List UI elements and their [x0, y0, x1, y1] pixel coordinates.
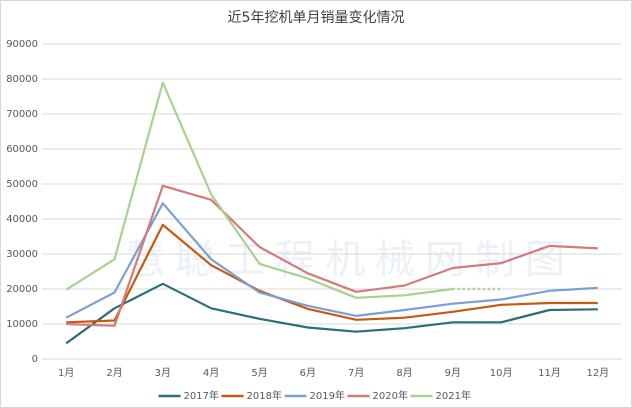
x-tick-label: 4月: [203, 367, 219, 379]
y-tick-label: 60000: [6, 144, 38, 155]
y-tick-label: 40000: [6, 214, 38, 225]
y-tick-label: 30000: [6, 249, 38, 260]
x-tick-label: 12月: [586, 367, 609, 379]
series-line: [66, 223, 598, 324]
legend-label: 2018年: [247, 389, 282, 402]
y-tick-label: 80000: [6, 74, 38, 85]
x-tick-label: 2月: [106, 367, 122, 379]
y-tick-label: 0: [32, 354, 38, 365]
chart-title: 近5年挖机单月销量变化情况: [228, 10, 405, 26]
legend-label: 2020年: [373, 389, 408, 402]
x-tick-label: 11月: [538, 367, 561, 379]
x-tick-label: 6月: [300, 367, 316, 379]
legend-label: 2021年: [436, 389, 471, 402]
y-tick-label: 90000: [6, 39, 38, 50]
y-tick-label: 50000: [6, 179, 38, 190]
x-tick-label: 8月: [396, 367, 412, 379]
series-line: [65, 81, 453, 299]
x-tick-label: 5月: [251, 367, 267, 379]
x-tick-label: 7月: [348, 367, 364, 379]
series-line: [66, 184, 598, 327]
legend-label: 2017年: [184, 389, 219, 402]
x-tick-label: 1月: [58, 367, 74, 379]
x-tick-label: 9月: [445, 367, 461, 379]
legend-label: 2019年: [310, 389, 345, 402]
y-tick-label: 20000: [6, 284, 38, 295]
series-line: [65, 282, 598, 345]
series-line: [65, 202, 598, 319]
y-tick-label: 70000: [6, 109, 38, 120]
x-tick-label: 3月: [155, 367, 171, 379]
y-tick-label: 10000: [6, 319, 38, 330]
x-tick-label: 10月: [490, 367, 513, 379]
